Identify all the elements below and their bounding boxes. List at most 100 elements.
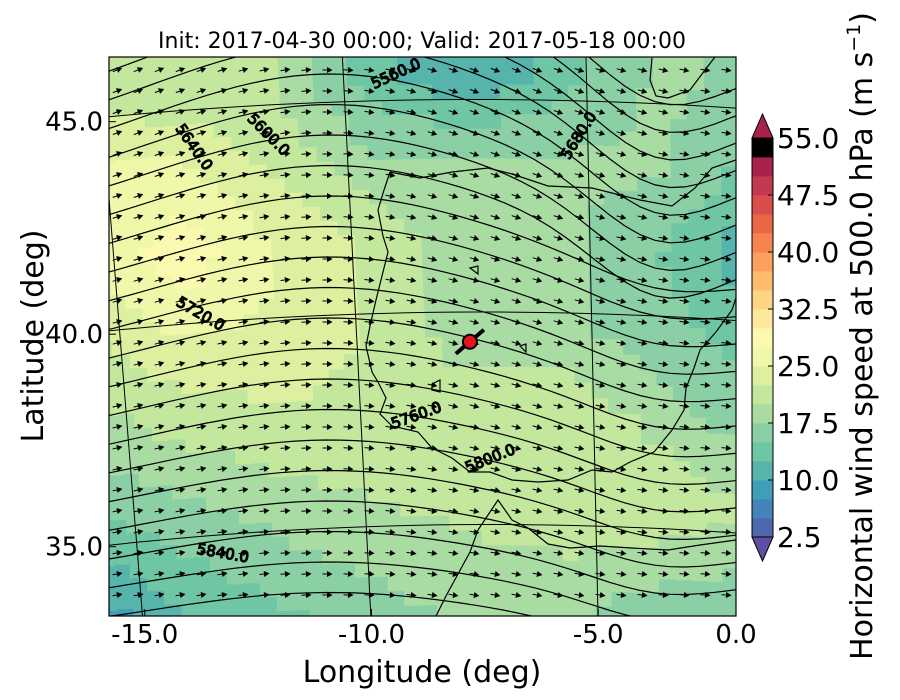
wind-vector-head [115, 109, 123, 115]
wind-vector-head [662, 276, 669, 284]
wind-vector-head [557, 549, 564, 557]
wind-vector-head [620, 88, 627, 94]
wind-speed-cell [149, 171, 168, 190]
wind-vector-head [158, 591, 165, 599]
wind-speed-cell [206, 272, 225, 290]
wind-vector-head [368, 382, 375, 388]
wind-vector-head [410, 423, 417, 431]
wind-vector-head [368, 130, 375, 136]
wind-vector-head [179, 402, 186, 409]
wind-speed-cell [406, 621, 424, 639]
wind-speed-cell [377, 353, 396, 372]
wind-speed-cell [75, 494, 93, 512]
wind-speed-cell [259, 567, 278, 586]
wind-speed-cell [464, 500, 483, 519]
wind-speed-cell [512, 471, 531, 489]
wind-vector-head [200, 465, 207, 473]
wind-speed-cell [362, 383, 381, 402]
wind-speed-cell [706, 433, 724, 452]
wind-vector-head [242, 550, 249, 556]
wind-vector-head [557, 172, 564, 178]
wind-vector-head [557, 591, 564, 599]
wind-speed-cell [618, 72, 637, 91]
wind-vector-head [263, 487, 270, 493]
wind-speed-cell [371, 234, 390, 253]
wind-speed-cell [233, 419, 252, 438]
wind-speed-cell [373, 606, 392, 616]
wind-speed-cell [819, 562, 837, 580]
height-contour-line [109, 408, 736, 486]
wind-speed-cell [75, 299, 93, 317]
wind-vector-head [578, 151, 585, 157]
wind-speed-cell [601, 71, 620, 90]
wind-speed-cell [451, 143, 470, 162]
wind-speed-cell [246, 105, 265, 124]
wind-speed-cell [164, 589, 183, 608]
wind-vector-head [136, 109, 144, 115]
wind-speed-cell [235, 195, 254, 214]
wind-speed-cell [82, 373, 100, 391]
wind-speed-cell [653, 133, 672, 152]
wind-speed-cell [610, 562, 629, 581]
wind-vector-head [389, 571, 396, 577]
wind-speed-cell [314, 102, 333, 120]
wind-speed-cell [818, 636, 836, 654]
wind-vector-head [578, 235, 585, 241]
wind-speed-cell [248, 135, 267, 153]
wind-speed-cell [638, 251, 657, 270]
wind-vector-head [620, 444, 627, 452]
wind-speed-cell [686, 90, 705, 109]
wind-speed-cell [46, 152, 64, 170]
wind-speed-cell [443, 366, 462, 385]
wind-vector-head [452, 486, 459, 494]
wind-speed-cell [26, 124, 44, 142]
wind-speed-cell [473, 277, 491, 296]
wind-vector-head [221, 528, 228, 536]
wind-vector-head [389, 255, 396, 263]
height-contour-line [109, 286, 736, 375]
wind-speed-cell [221, 241, 240, 260]
wind-speed-cell [83, 583, 101, 601]
wind-vector-head [263, 87, 270, 94]
wind-vector-head [452, 465, 459, 473]
wind-vector-head [305, 192, 312, 200]
wind-vector-head [221, 172, 228, 178]
wind-speed-cell [299, 132, 318, 151]
wind-vector-head [683, 550, 690, 556]
wind-speed-cell [819, 532, 837, 550]
wind-vector-head [494, 528, 501, 536]
wind-speed-cell [170, 229, 189, 248]
wind-speed-cell [327, 354, 346, 373]
wind-vector-head [327, 318, 333, 326]
wind-speed-cell [659, 609, 678, 616]
wind-vector-head [200, 591, 207, 599]
wind-speed-cell [688, 239, 707, 258]
wind-vector-head [431, 423, 438, 431]
wind-vector-head [494, 361, 501, 367]
wind-speed-cell [555, 263, 574, 282]
wind-speed-cell [819, 547, 837, 565]
wind-speed-cell [251, 179, 270, 198]
wind-speed-cell [174, 513, 193, 532]
wind-speed-cell [176, 543, 195, 562]
wind-vector-head [116, 591, 123, 599]
wind-speed-cell [690, 566, 709, 585]
wind-speed-cell [560, 456, 579, 475]
wind-vector-head [327, 423, 333, 431]
wind-vector-head [242, 339, 249, 347]
wind-vector-head [263, 508, 270, 514]
wind-speed-cell [475, 337, 494, 355]
wind-speed-cell [132, 383, 150, 401]
wind-speed-cell [607, 384, 626, 402]
wind-vector-head [556, 130, 564, 136]
wind-vector-head [410, 529, 417, 535]
wind-vector-head [641, 214, 648, 221]
colorbar-segment [752, 366, 773, 386]
wind-speed-cell [721, 256, 736, 274]
wind-vector-head [557, 445, 564, 452]
wind-speed-cell [518, 114, 537, 133]
wind-speed-cell [584, 57, 603, 75]
wind-speed-cell [117, 609, 136, 616]
wind-speed-cell [109, 280, 126, 299]
wind-vector-head [473, 486, 480, 494]
